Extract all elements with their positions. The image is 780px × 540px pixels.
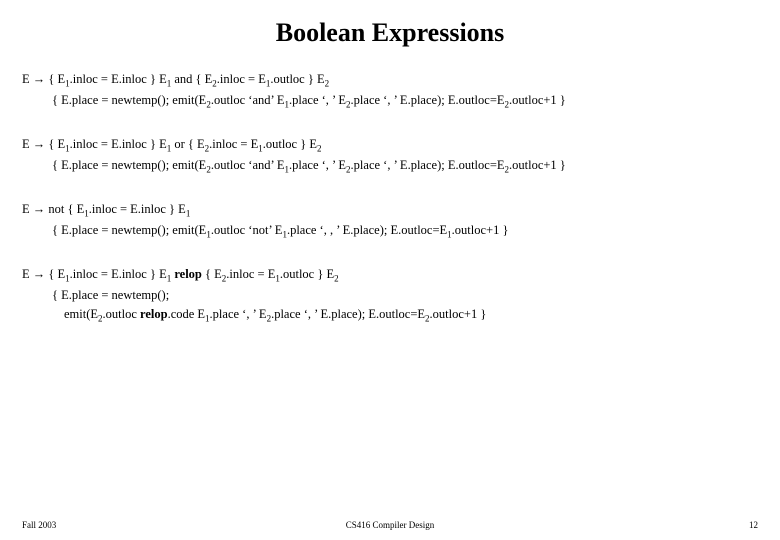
- page-title: Boolean Expressions: [22, 18, 758, 48]
- rules-container: E → { E1.inloc = E.inloc } E1 and { E2.i…: [22, 70, 758, 327]
- rule-line: { E.place = newtemp();: [22, 286, 758, 305]
- grammar-rule: E → { E1.inloc = E.inloc } E1 or { E2.in…: [22, 135, 758, 178]
- rule-line: { E.place = newtemp(); emit(E2.outloc ‘a…: [22, 91, 758, 112]
- rule-line: { E.place = newtemp(); emit(E1.outloc ‘n…: [22, 221, 758, 242]
- rule-line: { E.place = newtemp(); emit(E2.outloc ‘a…: [22, 156, 758, 177]
- slide-page: Boolean Expressions E → { E1.inloc = E.i…: [0, 0, 780, 540]
- rule-line: E → { E1.inloc = E.inloc } E1 relop { E2…: [22, 265, 758, 286]
- rule-line: E → not { E1.inloc = E.inloc } E1: [22, 200, 758, 221]
- footer-center: CS416 Compiler Design: [22, 520, 758, 530]
- rule-line: emit(E2.outloc relop.code E1.place ‘, ’ …: [22, 305, 758, 326]
- grammar-rule: E → { E1.inloc = E.inloc } E1 and { E2.i…: [22, 70, 758, 113]
- rule-line: E → { E1.inloc = E.inloc } E1 or { E2.in…: [22, 135, 758, 156]
- footer: Fall 2003 CS416 Compiler Design 12: [22, 520, 758, 530]
- grammar-rule: E → not { E1.inloc = E.inloc } E1{ E.pla…: [22, 200, 758, 243]
- grammar-rule: E → { E1.inloc = E.inloc } E1 relop { E2…: [22, 265, 758, 327]
- rule-line: E → { E1.inloc = E.inloc } E1 and { E2.i…: [22, 70, 758, 91]
